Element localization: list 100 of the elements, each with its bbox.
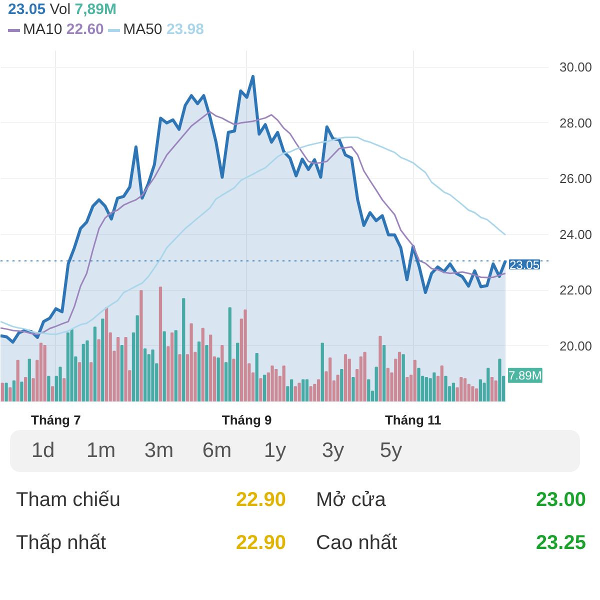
bar: [24, 376, 28, 402]
bar: [244, 310, 247, 402]
legend-label: MA50: [123, 21, 162, 38]
text: 23.05: [8, 1, 46, 18]
bar: [158, 286, 162, 402]
y-tick-label: 26.00: [560, 171, 592, 186]
bar: [352, 376, 355, 402]
bar: [0, 382, 4, 402]
bar: [432, 372, 436, 402]
category-label: 5y: [378, 438, 404, 464]
text: Mở cửa: [316, 488, 386, 513]
bar: [20, 382, 24, 402]
bar: [367, 379, 370, 402]
bar: [336, 374, 340, 402]
bar: [463, 378, 467, 402]
bar: [413, 360, 416, 402]
category-label: 3m: [143, 438, 175, 464]
bar: [313, 384, 316, 402]
text: Tham chiếu: [16, 488, 120, 513]
text: 23.00: [536, 488, 586, 513]
text: Cao nhất: [316, 530, 398, 556]
bar: [8, 387, 12, 402]
bar: [478, 379, 482, 402]
bar: [97, 339, 100, 402]
bar: [302, 379, 305, 402]
bar: [78, 362, 82, 402]
bar: [101, 318, 104, 402]
bar: [4, 382, 8, 402]
bar: [151, 350, 154, 402]
category-label: 3y: [320, 438, 346, 464]
bar: [201, 328, 204, 402]
bar: [104, 307, 108, 402]
bar: [386, 368, 390, 402]
bar: [228, 307, 232, 402]
bar: [309, 386, 312, 402]
bar: [374, 366, 378, 402]
bar: [50, 386, 54, 402]
bar: [363, 352, 366, 402]
bar: [82, 344, 85, 402]
category-label: 1y: [262, 438, 288, 464]
category-label: 1m: [85, 438, 117, 464]
text: 22.90: [236, 530, 286, 556]
x-tick-label: Tháng 11: [384, 412, 442, 428]
text: Vol: [50, 1, 71, 18]
bar: [486, 368, 490, 402]
bar: [424, 376, 428, 402]
text: 22.60: [66, 21, 104, 38]
bar: [39, 342, 43, 402]
y-tick-label: 22.00: [560, 282, 592, 298]
bar: [290, 379, 294, 402]
bar: [232, 358, 236, 402]
y-tick-label: 20.00: [560, 338, 592, 354]
bar: [263, 374, 266, 402]
bar: [359, 356, 362, 402]
bar: [205, 344, 208, 402]
text: 22.90: [236, 488, 286, 513]
bar: [444, 376, 448, 402]
bar: [490, 376, 494, 402]
bar: [475, 388, 478, 402]
bar: [190, 323, 193, 402]
bar: [494, 380, 498, 402]
bar: [320, 342, 324, 402]
bar: [216, 358, 220, 402]
bar: [124, 336, 128, 402]
bar: [255, 352, 258, 402]
bar: [398, 352, 402, 402]
bar: [406, 376, 409, 402]
legend-label: MA10: [23, 21, 62, 38]
bar: [236, 342, 240, 402]
bar: [43, 344, 46, 402]
bar: [298, 382, 301, 402]
bar: [460, 376, 463, 402]
bar: [86, 340, 89, 402]
category-label: 6m: [201, 438, 233, 464]
bar: [58, 366, 62, 402]
bar: [120, 344, 124, 402]
bar: [316, 379, 320, 402]
bar: [28, 358, 31, 402]
category-label: 1d: [30, 438, 56, 464]
y-tick-label: 24.00: [560, 226, 592, 242]
bar: [170, 332, 174, 402]
bar: [90, 362, 93, 402]
bar: [197, 342, 201, 402]
bar: [328, 358, 332, 402]
bar: [378, 336, 382, 402]
bar: [140, 290, 143, 402]
text: 7,89M: [74, 1, 116, 18]
bar: [417, 368, 420, 402]
bar: [47, 376, 50, 402]
bar: [282, 366, 286, 402]
annotation: 7.89M: [508, 368, 542, 382]
bar: [294, 386, 297, 402]
bar: [220, 344, 224, 402]
bar: [209, 334, 212, 402]
bar: [305, 379, 309, 402]
bar: [144, 348, 147, 402]
text: 23.98: [166, 21, 204, 38]
ref-line-label: 23.05: [510, 258, 540, 272]
bar: [66, 332, 70, 402]
bar: [116, 336, 120, 402]
